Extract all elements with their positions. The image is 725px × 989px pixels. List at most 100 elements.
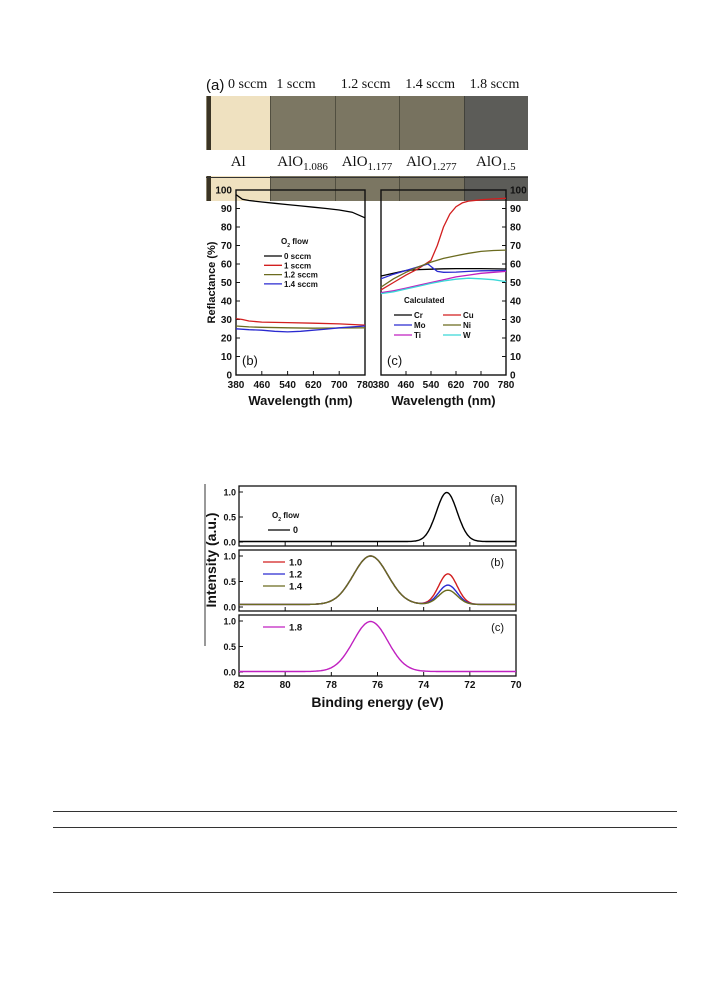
x-axis-label: Binding energy (eV) (311, 694, 443, 710)
legend-entry: 1.4 (289, 582, 303, 593)
series-line-Ti (380, 270, 507, 294)
series-line-W (380, 277, 507, 295)
sample-swatch (463, 96, 529, 201)
legend-entry: W (463, 331, 471, 340)
y-tick-label: 10 (510, 352, 522, 363)
sample-swatch (206, 96, 271, 201)
sample-swatch (399, 96, 464, 201)
y-tick-label: 0.0 (223, 668, 236, 678)
y-tick-label: 0.5 (223, 513, 236, 523)
y-tick-label: 90 (221, 204, 233, 215)
y-tick-label: 1.0 (223, 488, 236, 498)
series-line-1.4-sccm (235, 325, 366, 333)
table-header-rule (53, 827, 677, 828)
y-tick-label: 100 (510, 186, 527, 197)
y-tick-label: 0.0 (223, 538, 236, 548)
y-axis-label: Reflactance (%) (206, 241, 218, 323)
y-tick-label: 40 (221, 297, 233, 308)
x-tick-label: 540 (423, 380, 440, 391)
y-tick-label: 80 (221, 223, 233, 234)
series-line-1.0 (239, 555, 516, 606)
series-line-0 (239, 491, 516, 543)
x-tick-label: 780 (357, 380, 374, 391)
x-tick-label: 700 (473, 380, 490, 391)
plot-frame (238, 614, 517, 677)
material-label: AlO1.277 (406, 154, 457, 173)
x-tick-label: 380 (373, 380, 390, 391)
legend-entry: Mo (414, 321, 426, 330)
photo-bottom-rule (206, 177, 528, 178)
y-tick-label: 20 (221, 334, 233, 345)
panel-label: (a) (206, 77, 225, 94)
legend-entry: 1.0 (289, 558, 302, 569)
flow-label: 1 sccm (276, 77, 316, 92)
series-line-Mo (380, 263, 507, 280)
x-tick-label: 70 (510, 680, 522, 691)
y-tick-label: 1.0 (223, 617, 236, 627)
y-tick-label: 70 (221, 241, 233, 252)
sample-strip (206, 96, 529, 201)
x-tick-label: 74 (418, 680, 430, 691)
legend-title: Calculated (404, 296, 445, 305)
legend-entry: Ti (414, 331, 421, 340)
x-tick-label: 72 (464, 680, 476, 691)
legend-title: O2 flow (272, 511, 300, 523)
series-line-1.8 (239, 620, 516, 673)
y-tick-label: 10 (221, 352, 233, 363)
y-tick-label: 0 (226, 371, 232, 382)
plot-frame (380, 189, 507, 376)
series-line-1.2 (239, 555, 516, 606)
sample-swatch (334, 96, 400, 201)
series-line-Ni (380, 249, 507, 288)
y-tick-label: 30 (221, 315, 233, 326)
y-tick-label: 70 (510, 241, 522, 252)
y-tick-label: 60 (221, 260, 233, 271)
material-label: AlO1.5 (475, 154, 516, 173)
legend-entry: 1.4 sccm (284, 280, 318, 289)
legend-entry: 1.2 sccm (284, 271, 318, 280)
y-tick-label: 40 (510, 297, 522, 308)
legend-title: O2 flow (281, 237, 309, 249)
x-tick-label: 78 (326, 680, 338, 691)
material-label: Al (230, 154, 246, 170)
x-tick-label: 80 (280, 680, 292, 691)
legend-entry: 1 sccm (284, 261, 311, 270)
y-tick-label: 90 (510, 204, 522, 215)
x-tick-label: 380 (228, 380, 245, 391)
series-line-1.4 (239, 555, 516, 606)
x-tick-label: 460 (253, 380, 270, 391)
series-line-1-sccm (235, 317, 366, 326)
y-tick-label: 80 (510, 223, 522, 234)
x-axis-label: Wavelength (nm) (391, 393, 495, 408)
x-tick-label: 620 (305, 380, 322, 391)
legend-entry: Cu (463, 311, 474, 320)
panel-label: (c) (387, 353, 402, 368)
y-tick-label: 0 (510, 371, 516, 382)
y-tick-label: 60 (510, 260, 522, 271)
x-tick-label: 82 (233, 680, 245, 691)
flow-label: 1.2 sccm (340, 77, 391, 92)
sample-photo-panel: (a) 0 sccm 1 sccm 1.2 sccm 1.4 sccm 1.8 sccm (206, 74, 529, 201)
series-line-0-sccm (235, 194, 366, 219)
panel-label: (c) (491, 622, 504, 634)
panel-label: (a) (491, 493, 504, 505)
table-bottom-rule (53, 892, 677, 893)
legend-entry: 0 sccm (284, 252, 311, 261)
sample-swatch (270, 96, 335, 201)
x-tick-label: 620 (448, 380, 465, 391)
legend-entry: 0 (293, 525, 298, 535)
panel-label: (b) (491, 557, 504, 569)
legend-entry: Ni (463, 321, 471, 330)
x-axis-label: Wavelength (nm) (248, 393, 352, 408)
series-line-Cu (380, 197, 507, 291)
x-tick-label: 780 (498, 380, 515, 391)
y-tick-label: 50 (510, 278, 522, 289)
x-tick-label: 540 (279, 380, 296, 391)
y-axis-label: Intensity (a.u.) (203, 513, 219, 608)
table-top-rule (53, 811, 677, 812)
y-tick-label: 0.0 (223, 603, 236, 613)
x-tick-label: 460 (398, 380, 415, 391)
y-tick-label: 0.5 (223, 642, 236, 652)
legend-entry: Cr (414, 311, 423, 320)
